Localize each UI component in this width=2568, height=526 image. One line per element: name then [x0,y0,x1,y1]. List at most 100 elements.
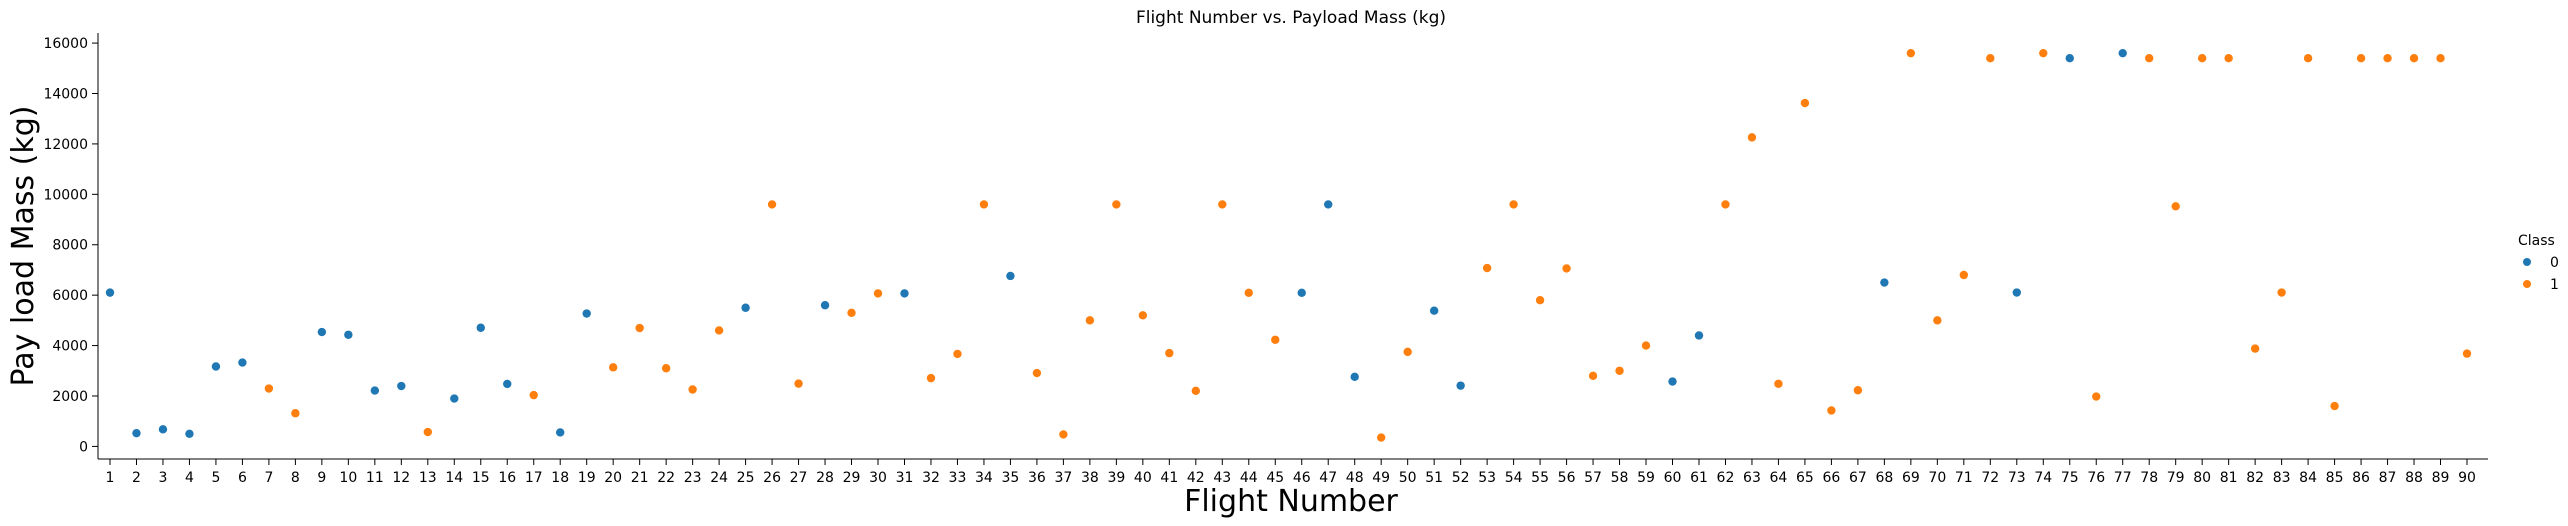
data-point-class-0 [1297,288,1306,298]
y-tick-label: 4000 [52,339,88,355]
x-tick-label: 87 [2379,470,2397,486]
x-tick-label: 67 [1849,470,1867,486]
x-tick-label: 50 [1399,470,1417,486]
x-tick-label: 69 [1902,470,1920,486]
data-point-class-0 [1350,372,1359,382]
x-tick-label: 75 [2061,470,2079,486]
data-point-class-1 [1986,54,1995,63]
x-tick-label: 51 [1425,470,1443,486]
data-point-class-0 [503,379,512,389]
data-point-class-1 [714,326,724,335]
data-point-class-1 [2462,349,2472,358]
data-point-class-0 [1324,200,1333,209]
data-point-class-0 [397,381,406,391]
data-point-class-1 [979,200,989,209]
data-point-class-1 [2039,48,2048,58]
x-tick-label: 58 [1611,470,1629,486]
data-point-class-1 [1959,270,1969,280]
data-point-class-1 [794,379,803,388]
data-point-class-0 [105,288,115,297]
data-point-class-1 [1482,263,1492,273]
y-tick-label: 0 [79,439,88,455]
data-point-class-1 [2356,54,2366,63]
x-tick-label: 3 [159,470,168,486]
x-tick-label: 68 [1875,470,1893,486]
x-tick-label: 5 [211,470,220,486]
x-tick-label: 35 [1002,470,1020,486]
x-tick-label: 55 [1531,470,1549,486]
data-point-class-1 [1906,48,1916,58]
data-point-class-0 [1694,331,1704,340]
data-point-class-1 [2171,202,2180,211]
data-point-class-1 [2145,54,2154,63]
y-tick-label: 16000 [43,36,88,52]
x-tick-label: 22 [657,470,675,486]
data-point-class-0 [211,362,221,371]
x-tick-label: 26 [763,470,781,486]
legend-marker [2523,280,2531,288]
x-tick-label: 4 [185,470,194,486]
x-tick-label: 15 [472,470,490,486]
x-tick-label: 81 [2220,470,2238,486]
data-point-class-1 [1218,200,1227,209]
legend-entries: 01 [2523,255,2559,293]
x-tick-label: 88 [2405,470,2423,486]
x-tick-label: 11 [366,470,384,486]
data-point-class-1 [1059,430,1068,439]
x-tick-label: 32 [922,470,940,486]
data-point-class-1 [2383,54,2392,63]
x-tick-label: 62 [1717,470,1735,486]
y-tick-label: 6000 [52,288,88,304]
x-tick-label: 33 [949,470,967,486]
x-tick-label: 63 [1743,470,1761,486]
data-point-class-1 [1271,335,1280,344]
data-point-class-1 [873,289,883,298]
data-point-class-0 [476,323,485,332]
x-tick-label: 89 [2432,470,2450,486]
x-tick-label: 10 [339,470,357,486]
data-point-class-1 [1641,341,1651,350]
data-point-class-0 [344,330,353,339]
x-tick-label: 34 [975,470,993,486]
data-point-class-0 [741,303,750,312]
x-tick-label: 47 [1319,470,1337,486]
x-tick-label: 25 [737,470,755,486]
legend-label: 0 [2550,255,2559,271]
x-tick-label: 40 [1134,470,1152,486]
x-tick-label: 30 [869,470,887,486]
x-tick-label: 83 [2273,470,2291,486]
data-point-class-1 [2303,54,2313,63]
x-tick-label: 27 [790,470,808,486]
y-tick-label: 10000 [43,187,88,203]
x-tick-label: 36 [1028,470,1046,486]
legend: Class 01 [2518,233,2559,293]
data-point-class-1 [1112,200,1121,209]
x-tick-label: 9 [317,470,326,486]
x-tick-label: 71 [1955,470,1973,486]
data-point-class-1 [2197,54,2207,63]
data-point-class-1 [2330,401,2339,411]
data-point-class-1 [1721,200,1730,209]
data-point-class-0 [1668,377,1677,386]
x-axis-title: Flight Number [1184,484,1398,519]
data-point-class-1 [1376,433,1386,442]
data-point-class-1 [953,349,962,359]
x-tick-label: 19 [578,470,596,486]
data-point-class-0 [1429,306,1439,315]
x-tick-label: 7 [264,470,273,486]
data-point-class-0 [2012,288,2021,297]
data-point-class-1 [2409,54,2419,63]
x-tick-label: 86 [2352,470,2370,486]
x-tick-label: 20 [604,470,622,486]
x-tick-label: 16 [498,470,516,486]
y-tick-label: 8000 [52,238,88,254]
data-points [105,48,2472,442]
x-tick-label: 12 [392,470,410,486]
data-point-class-1 [767,200,777,209]
data-point-class-1 [291,409,300,418]
data-point-class-1 [1615,366,1624,375]
chart-title: Flight Number vs. Payload Mass (kg) [1136,8,1446,28]
data-point-class-1 [688,385,697,394]
